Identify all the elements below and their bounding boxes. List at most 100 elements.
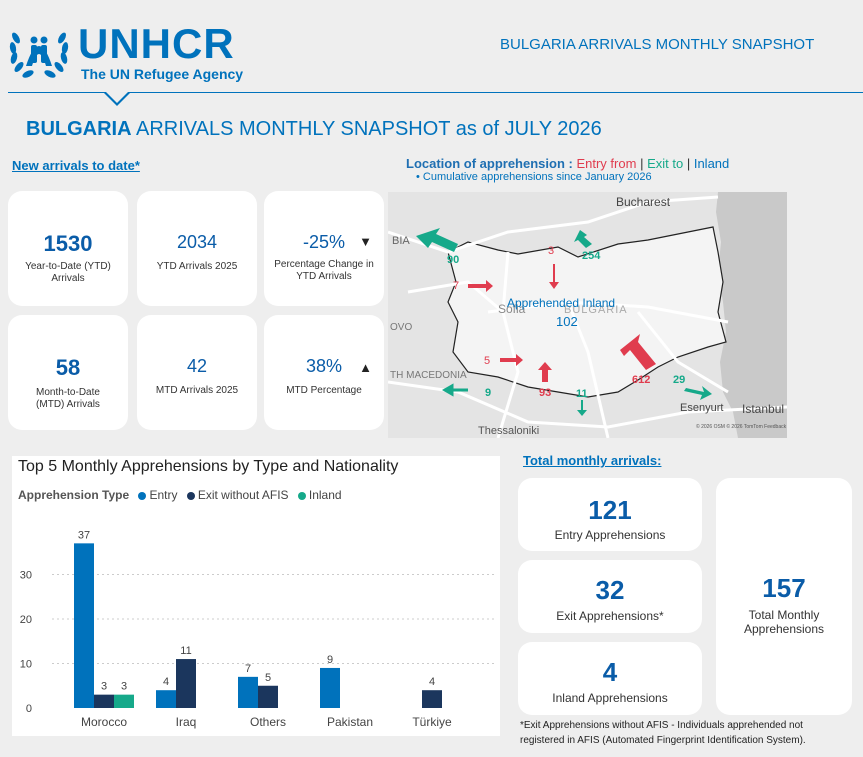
mtd-arrivals-label: Month-to-Date (MTD) Arrivals bbox=[36, 387, 100, 410]
exit-apprehensions-label: Exit Apprehensions* bbox=[556, 609, 664, 623]
map-value-w-entry: 7 bbox=[453, 280, 460, 292]
new-arrivals-heading[interactable]: New arrivals to date* bbox=[12, 158, 140, 173]
map-label-ovo: OVO bbox=[390, 322, 413, 333]
laurel-logo-icon bbox=[9, 32, 69, 78]
map-value-sw-entry: 5 bbox=[484, 355, 491, 367]
bar bbox=[422, 690, 442, 708]
bar-chart: 0 10 20 30 37 3 3 Morocco 4 11 Iraq 7 5 Others 9 Pakist… bbox=[20, 529, 496, 729]
map-value-n-exit: 254 bbox=[582, 250, 601, 262]
down-triangle-icon: ▼ bbox=[359, 234, 372, 249]
legend-entry-from: Entry from bbox=[576, 156, 637, 171]
bar-data-label: 9 bbox=[327, 654, 333, 666]
total-apprehensions-label: Total Monthly Apprehensions bbox=[743, 608, 825, 636]
bar-data-label: 4 bbox=[429, 676, 435, 688]
bar-data-label: 7 bbox=[245, 663, 251, 675]
ytd-2025-label: YTD Arrivals 2025 bbox=[156, 261, 238, 272]
map-graphic bbox=[388, 192, 787, 438]
map-label-thessaloniki: Thessaloniki bbox=[478, 425, 540, 437]
inland-apprehensions-label: Inland Apprehensions bbox=[552, 691, 668, 705]
inland-apprehensions-value: 4 bbox=[602, 657, 618, 687]
map-heading: Location of apprehension : Entry from | … bbox=[406, 156, 730, 171]
header-right-title: BULGARIA ARRIVALS MONTHLY SNAPSHOT bbox=[500, 36, 815, 53]
map-value-se-entry: 612 bbox=[632, 374, 651, 386]
bar-data-label: 3 bbox=[101, 681, 107, 693]
map-label-bulgaria: BULGARIA bbox=[564, 304, 628, 316]
bar bbox=[258, 685, 278, 708]
bar-data-label: 37 bbox=[78, 529, 90, 541]
map-value-nw-exit: 90 bbox=[447, 254, 460, 266]
ytd-arrivals-label: Year-to-Date (YTD) Arrivals bbox=[25, 261, 111, 284]
bar bbox=[320, 667, 340, 708]
mtd-arrivals-card: 58 Month-to-Date (MTD) Arrivals bbox=[8, 315, 128, 430]
total-apprehensions-card: 157 Total Monthly Apprehensions bbox=[716, 478, 852, 715]
unhcr-logo: UNHCR The UN Refugee Agency bbox=[6, 20, 256, 86]
map-value-sw-exit: 9 bbox=[485, 387, 492, 399]
entry-apprehensions-value: 121 bbox=[588, 495, 632, 525]
entry-apprehensions-card: 121 Entry Apprehensions bbox=[518, 478, 702, 551]
legend-inland: Inland bbox=[693, 156, 730, 171]
ytd-2025-card: 2034 YTD Arrivals 2025 bbox=[137, 191, 257, 306]
map-value-s-entry: 93 bbox=[539, 387, 552, 399]
mtd-2025-value: 42 bbox=[186, 356, 208, 376]
legend-inland-label: Inland bbox=[308, 488, 342, 502]
bar bbox=[176, 659, 196, 708]
map-label-macedonia: TH MACEDONIA bbox=[390, 370, 467, 381]
inland-apprehensions-card: 4 Inland Apprehensions bbox=[518, 642, 702, 715]
page-title-rest: ARRIVALS MONTHLY SNAPSHOT as of JULY 202… bbox=[131, 118, 602, 140]
map-label-sofia: Sofia bbox=[498, 302, 526, 316]
y-tick-label: 0 bbox=[26, 703, 32, 715]
bar bbox=[94, 694, 114, 708]
x-tick-label: Others bbox=[250, 715, 286, 729]
ytd-2025-value: 2034 bbox=[176, 232, 218, 252]
map-label-bia: BIA bbox=[392, 235, 410, 247]
chart-legend: Apprehension Type Entry Exit without AFI… bbox=[18, 488, 342, 502]
total-monthly-heading[interactable]: Total monthly arrivals: bbox=[523, 453, 662, 468]
logo-wordmark: UNHCR bbox=[78, 20, 235, 67]
exit-apprehensions-value: 32 bbox=[595, 575, 625, 605]
bar-data-label: 5 bbox=[265, 672, 271, 684]
entry-apprehensions-label: Entry Apprehensions bbox=[554, 528, 666, 542]
x-tick-label: Morocco bbox=[81, 715, 127, 729]
mtd-percentage-card: 38% ▲ MTD Percentage bbox=[264, 315, 384, 430]
y-tick-label: 20 bbox=[20, 614, 32, 626]
map-label-istanbul: Istanbul bbox=[742, 402, 785, 416]
bar bbox=[156, 690, 176, 708]
map-inland-value: 102 bbox=[556, 314, 578, 329]
bar bbox=[238, 676, 258, 708]
x-tick-label: Pakistan bbox=[327, 715, 373, 729]
y-tick-label: 10 bbox=[20, 659, 32, 671]
map-subheading: • Cumulative apprehensions since January… bbox=[416, 171, 652, 183]
map-label-esenyurt: Esenyurt bbox=[680, 402, 724, 414]
legend-entry-label: Entry bbox=[149, 488, 178, 502]
bar bbox=[114, 694, 134, 708]
ytd-change-value: -25% ▼ bbox=[302, 232, 372, 252]
total-apprehensions-value: 157 bbox=[762, 573, 806, 603]
map-label-bucharest: Bucharest bbox=[616, 195, 671, 209]
footnote: *Exit Apprehensions without AFIS - Indiv… bbox=[520, 720, 806, 746]
legend-exit-label: Exit without AFIS bbox=[197, 488, 289, 502]
map-attribution[interactable]: © 2026 OSM © 2026 TomTom Feedback bbox=[696, 424, 787, 430]
bulgaria-map[interactable]: Bucharest BIA Sofia BULGARIA TH MACEDONI… bbox=[388, 192, 787, 438]
chart-title: Top 5 Monthly Apprehensions by Type and … bbox=[18, 458, 399, 475]
map-value-s-exit: 11 bbox=[576, 388, 588, 400]
bar-data-label: 4 bbox=[163, 676, 169, 688]
mtd-2025-card: 42 MTD Arrivals 2025 bbox=[137, 315, 257, 430]
map-inland-label: Apprehended Inland bbox=[507, 296, 616, 310]
x-tick-label: Iraq bbox=[176, 715, 197, 729]
ytd-change-card: -25% ▼ Percentage Change in YTD Arrivals bbox=[264, 191, 384, 306]
bar-data-label: 11 bbox=[180, 645, 191, 657]
legend-exit-to: Exit to bbox=[647, 156, 684, 171]
mtd-percentage-value: 38% ▲ bbox=[305, 356, 372, 376]
legend-exit-swatch bbox=[186, 491, 195, 500]
mtd-percentage-label: MTD Percentage bbox=[286, 385, 362, 396]
map-value-n-entry: 3 bbox=[548, 245, 555, 257]
logo-subtitle: The UN Refugee Agency bbox=[81, 66, 244, 82]
page-title: BULGARIA ARRIVALS MONTHLY SNAPSHOT as of… bbox=[26, 118, 602, 141]
exit-apprehensions-card: 32 Exit Apprehensions* bbox=[518, 560, 702, 633]
apprehensions-chart-panel: Top 5 Monthly Apprehensions by Type and … bbox=[12, 456, 500, 736]
legend-entry-swatch bbox=[138, 491, 147, 500]
bar bbox=[74, 543, 94, 708]
ytd-arrivals-card: 1530 Year-to-Date (YTD) Arrivals bbox=[8, 191, 128, 306]
mtd-2025-label: MTD Arrivals 2025 bbox=[155, 385, 239, 396]
up-triangle-icon: ▲ bbox=[359, 360, 372, 375]
